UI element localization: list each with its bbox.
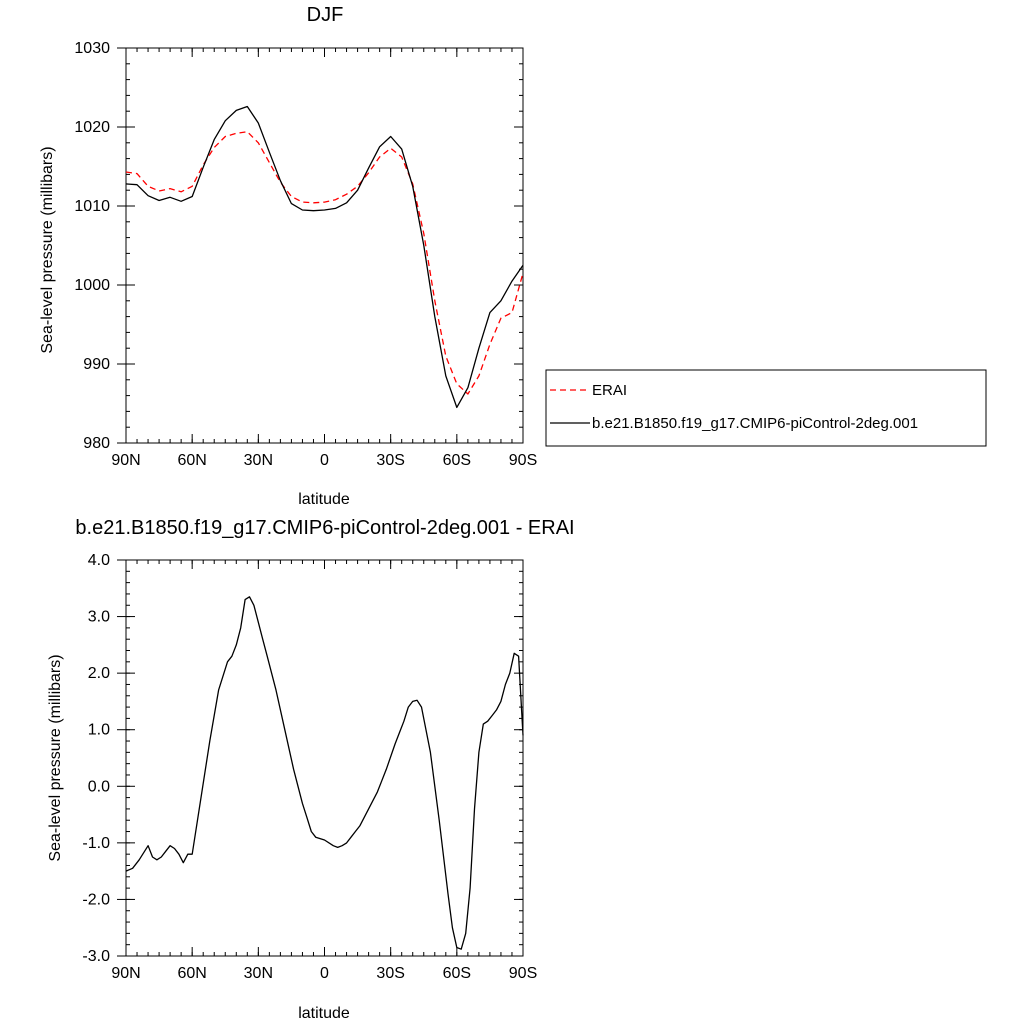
x-tick-label: 60N (177, 965, 206, 982)
x-tick-label: 90N (111, 452, 140, 469)
y-tick-label: 1020 (74, 119, 110, 136)
series-group (125, 596, 524, 950)
y-tick-label: 1010 (74, 198, 110, 215)
x-tick-label: 30S (376, 452, 404, 469)
y-tick-label: 1030 (74, 40, 110, 57)
y-tick-label: -3.0 (82, 948, 110, 965)
y-tick-label: 1.0 (88, 722, 110, 739)
plot-frame (125, 47, 524, 444)
y-tick-label: 2.0 (88, 665, 110, 682)
x-tick-label: 90S (509, 452, 537, 469)
x-tick-label: 0 (320, 965, 329, 982)
y-axis-label: Sea-level pressure (millibars) (47, 654, 64, 861)
y-tick-label: 0.0 (88, 778, 110, 795)
x-tick-label: 90S (509, 965, 537, 982)
chart-difference: b.e21.B1850.f19_g17.CMIP6-piControl-2deg… (47, 517, 575, 1022)
x-tick-label: 60N (177, 452, 206, 469)
x-tick-label: 90N (111, 965, 140, 982)
legend-label-erai: ERAI (592, 382, 627, 399)
y-tick-label: 4.0 (88, 552, 110, 569)
ticks-group: 90N 60N 30N 0 30S 60S 90S -3.0 -2.0 -1.0 0.0 1.0 2.0… (82, 552, 537, 982)
y-tick-label: 990 (83, 356, 110, 373)
legend-label-model: b.e21.B1850.f19_g17.CMIP6-piControl-2deg… (592, 415, 918, 432)
x-axis-label: latitude (298, 491, 350, 508)
legend: ERAI b.e21.B1850.f19_g17.CMIP6-piControl… (545, 369, 987, 447)
x-tick-label: 30N (244, 452, 273, 469)
chart-title: DJF (307, 4, 344, 26)
x-tick-label: 30S (376, 965, 404, 982)
y-tick-label: 980 (83, 435, 110, 452)
chart-djf: DJF 90N 60N 30N 0 30S 60S 90S 980 990 1000 1010 102… (39, 4, 987, 508)
series-group (125, 105, 524, 409)
legend-box (545, 369, 987, 447)
x-tick-label: 0 (320, 452, 329, 469)
y-tick-label: -1.0 (82, 835, 110, 852)
chart-title: b.e21.B1850.f19_g17.CMIP6-piControl-2deg… (75, 517, 574, 539)
series-line-b-e21-b1850-f19-g17-cmip6-picontrol-2deg-001 (125, 105, 524, 409)
x-tick-label: 30N (244, 965, 273, 982)
plot-frame (125, 559, 524, 957)
ticks-group: 90N 60N 30N 0 30S 60S 90S 980 990 1000 1010 1020 103… (74, 40, 537, 469)
x-axis-label: latitude (298, 1005, 350, 1022)
series-line-difference (125, 596, 524, 950)
y-tick-label: -2.0 (82, 891, 110, 908)
y-tick-label: 1000 (74, 277, 110, 294)
x-tick-label: 60S (443, 452, 471, 469)
y-tick-label: 3.0 (88, 609, 110, 626)
series-line-erai (125, 131, 524, 395)
x-tick-label: 60S (443, 965, 471, 982)
y-axis-label: Sea-level pressure (millibars) (39, 146, 56, 353)
